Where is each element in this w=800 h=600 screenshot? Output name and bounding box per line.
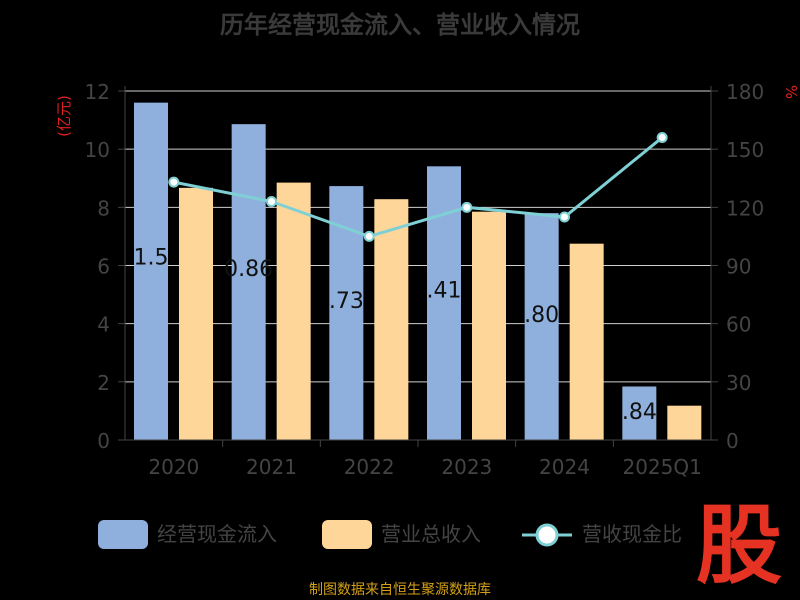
- ratio-point: [266, 196, 277, 208]
- legend-label-revenue: 营业总收入: [381, 522, 481, 546]
- legend-marker-ratio: [535, 523, 559, 547]
- gridlines: [125, 90, 711, 383]
- right-tick-label: 90: [726, 255, 751, 279]
- ratio-point: [363, 230, 375, 242]
- ratio-point: [168, 176, 180, 188]
- right-tick-label: 150: [726, 138, 764, 162]
- legend: 经营现金流入 营业总收入 营收现金比: [98, 520, 682, 549]
- left-tick-label: 8: [97, 196, 110, 220]
- right-axis-unit: %: [782, 85, 800, 99]
- data-label-cash-inflow: .80: [524, 303, 559, 328]
- left-tick-label: 4: [97, 313, 110, 337]
- ratio-point: [656, 132, 668, 144]
- x-tick-label: 2021: [246, 455, 297, 479]
- x-tick-label: 2020: [148, 455, 199, 479]
- left-tick-label: 2: [97, 371, 110, 395]
- legend-label-ratio: 营收现金比: [582, 522, 682, 546]
- bar-revenue: [472, 211, 506, 440]
- x-tick-label: 2023: [441, 455, 492, 479]
- data-label-cash-inflow: 0.86: [224, 257, 273, 282]
- right-tick-label: 30: [726, 371, 751, 395]
- ratio-point: [461, 201, 473, 213]
- data-label-cash-inflow: .73: [329, 289, 364, 314]
- ratio-line-series: [168, 132, 668, 242]
- left-axis-ticks: 0 2 4 6 8 10 12: [85, 80, 125, 453]
- bar-revenue: [667, 405, 702, 440]
- right-axis-ticks: 0 30 60 90 120 150 180: [711, 80, 764, 453]
- right-tick-label: 120: [726, 196, 764, 220]
- data-label-cash-inflow: .41: [427, 279, 462, 304]
- watermark-logo: 股: [696, 496, 782, 596]
- bar-cash-inflow: [524, 213, 559, 440]
- legend-swatch-cash-inflow: [98, 520, 148, 549]
- ratio-line: [173, 136, 664, 238]
- bar-cash-inflow: [134, 102, 168, 440]
- bar-cash-inflow: [231, 124, 266, 440]
- source-footer: 制图数据来自恒生聚源数据库: [309, 582, 491, 598]
- right-tick-label: 0: [726, 429, 739, 453]
- left-tick-label: 12: [85, 80, 110, 104]
- data-label-cash-inflow: .84: [622, 400, 657, 425]
- left-tick-label: 6: [97, 255, 110, 279]
- bar-series: [134, 102, 702, 441]
- chart-title: 历年经营现金流入、营业收入情况: [220, 11, 580, 39]
- left-tick-label: 10: [85, 138, 110, 162]
- legend-swatch-revenue: [322, 520, 372, 549]
- x-tick-label: 2022: [344, 455, 395, 479]
- data-labels: 1.5 0.86 .73 .41 .80 .84: [134, 246, 657, 425]
- left-axis-unit: (亿元): [55, 95, 73, 137]
- x-axis-ticks: 2020 2021 2022 2023 2024 2025Q1: [148, 440, 702, 479]
- x-tick-label: 2024: [539, 455, 590, 479]
- x-tick-label: 2025Q1: [622, 455, 701, 479]
- bar-revenue: [374, 199, 409, 440]
- ratio-point: [559, 211, 570, 223]
- left-tick-label: 0: [97, 429, 110, 453]
- right-tick-label: 180: [726, 80, 764, 104]
- data-label-cash-inflow: 1.5: [134, 246, 169, 271]
- bar-revenue: [179, 187, 213, 440]
- legend-label-cash-inflow: 经营现金流入: [157, 522, 277, 546]
- right-tick-label: 60: [726, 313, 751, 337]
- bar-revenue: [569, 243, 604, 440]
- bar-revenue: [276, 182, 311, 441]
- bar-cash-inflow: [622, 386, 657, 440]
